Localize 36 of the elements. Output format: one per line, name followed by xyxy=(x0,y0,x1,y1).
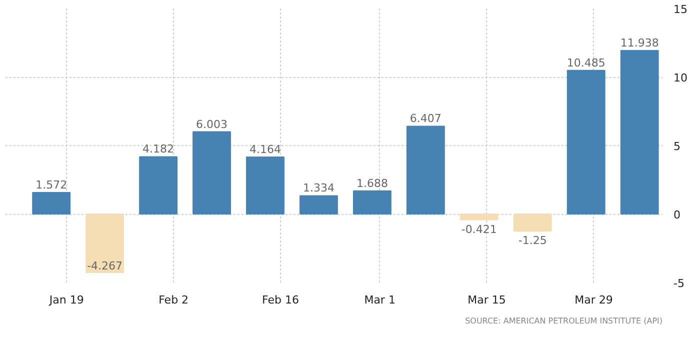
bar xyxy=(566,70,606,214)
bar xyxy=(460,214,498,220)
y-tick-label: 15 xyxy=(674,3,688,16)
data-label: 1.334 xyxy=(302,182,334,195)
bar xyxy=(620,50,659,214)
bar xyxy=(32,192,71,214)
source-note: SOURCE: AMERICAN PETROLEUM INSTITUTE (API) xyxy=(465,316,663,326)
data-label: -0.421 xyxy=(461,222,497,236)
data-label: 10.485 xyxy=(566,56,606,70)
x-tick-label: Mar 15 xyxy=(468,294,506,306)
bar xyxy=(86,214,124,273)
data-label: 6.407 xyxy=(410,112,442,126)
x-tick-label: Mar 1 xyxy=(364,294,396,306)
x-tick-label: Feb 2 xyxy=(158,294,189,306)
y-tick-label: 10 xyxy=(674,72,688,84)
bar xyxy=(192,131,231,214)
bar xyxy=(300,195,338,214)
bar xyxy=(139,156,178,214)
y-tick-label: 5 xyxy=(674,140,680,153)
x-tick-label: Feb 16 xyxy=(262,294,300,306)
x-tick-label: Mar 29 xyxy=(574,294,613,306)
data-label: 11.938 xyxy=(620,36,659,50)
bar xyxy=(246,156,284,214)
bar xyxy=(352,190,392,214)
data-label: 6.003 xyxy=(196,118,228,131)
y-tick-label: 0 xyxy=(674,208,680,222)
data-label: 1.572 xyxy=(36,178,68,192)
bar xyxy=(406,126,445,214)
data-label: -4.267 xyxy=(87,259,123,272)
data-label: 1.688 xyxy=(356,176,388,190)
x-tick-label: Jan 19 xyxy=(48,294,84,306)
y-tick-label: -5 xyxy=(674,277,684,290)
bar xyxy=(513,214,552,232)
data-label: 4.182 xyxy=(142,142,174,156)
data-label: -1.25 xyxy=(518,234,547,248)
data-label: 4.164 xyxy=(250,142,281,156)
